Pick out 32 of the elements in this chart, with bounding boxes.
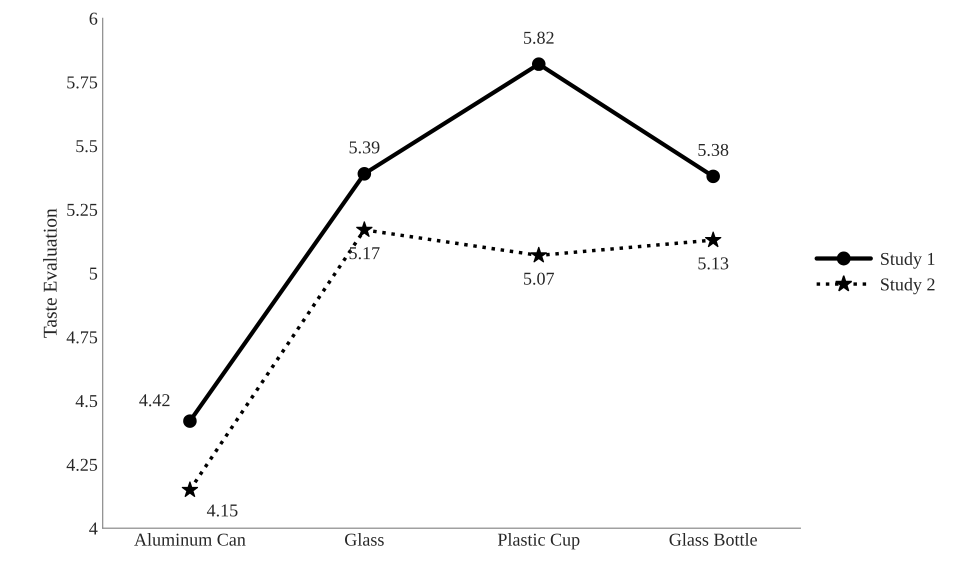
y-tick-label: 4	[89, 522, 98, 534]
data-label: 5.38	[698, 144, 728, 156]
data-label: 5.07	[524, 272, 554, 285]
point	[181, 481, 198, 498]
y-tick-label: 5	[90, 268, 98, 280]
point	[183, 414, 197, 428]
x-tick-label: Glass	[345, 533, 384, 546]
y-tick-label: 5.75	[67, 76, 98, 89]
point	[356, 221, 373, 238]
data-label: 5.39	[350, 141, 380, 154]
y-tick-label: 4.25	[66, 458, 98, 471]
legend-label: Study 2	[881, 278, 935, 294]
legend-label: Study 1	[881, 252, 934, 269]
y-tick-label: 5.5	[76, 140, 98, 152]
point	[530, 246, 548, 263]
x-tick-label: Aluminum Can	[134, 533, 246, 546]
point	[704, 231, 722, 248]
y-tick-label: 5.25	[67, 204, 98, 216]
point	[532, 57, 546, 71]
data-label: 5.13	[698, 257, 728, 270]
point	[706, 170, 720, 184]
y-tick-label: 6	[90, 12, 98, 25]
data-label: 5.82	[524, 32, 554, 44]
x-tick-label: Plastic Cup	[498, 533, 580, 550]
y-tick-label: 4.75	[66, 331, 98, 344]
data-label: 4.42	[139, 394, 170, 406]
y-axis-title: Taste Evaluation	[43, 208, 57, 338]
x-tick-label: Glass Bottle	[670, 533, 757, 546]
point	[358, 167, 372, 181]
y-tick-label: 4.5	[76, 395, 98, 408]
data-label: 4.15	[206, 504, 238, 517]
data-label: 5.17	[350, 247, 380, 260]
